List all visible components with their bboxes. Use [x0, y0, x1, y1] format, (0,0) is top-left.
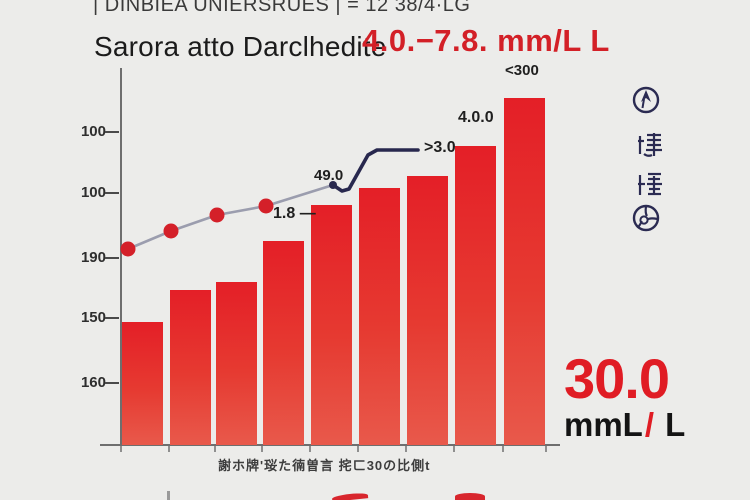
header-topline: | DINBIEA UNIERSRUES | = 12 38/4·LG	[93, 0, 471, 16]
big-value-unit: mmL/ L	[564, 408, 685, 441]
x-tick	[453, 446, 455, 452]
x-tick	[405, 446, 407, 452]
bar-4	[263, 241, 304, 445]
chart-annotation: 1.8 —	[273, 205, 316, 222]
chart-annotation: 49.0	[314, 167, 344, 184]
dense-glyph-icon-1	[638, 133, 662, 157]
circle-nib-icon	[632, 86, 660, 114]
line-data-dot	[120, 241, 136, 257]
y-tick-label: 160	[80, 374, 106, 391]
x-tick	[214, 446, 216, 452]
unit-prefix: mmL	[564, 406, 643, 443]
y-tick	[105, 317, 119, 319]
line-data-dot	[163, 223, 179, 239]
y-tick-label: 150	[80, 309, 106, 326]
chart-annotation: 4.0.0	[458, 109, 494, 126]
circle-spokes-icon	[632, 204, 660, 232]
unit-suffix: L	[656, 406, 686, 443]
x-axis-caption: 謝ホ牌'珱た㣮曽言 挓ㄈ30の比側t	[218, 458, 431, 473]
chart-annotation: <300	[505, 62, 539, 79]
big-value: 30.0	[564, 347, 670, 410]
bar-2	[170, 290, 211, 445]
bar-9	[504, 98, 545, 445]
y-tick-label: 100	[80, 123, 106, 140]
y-tick-label: 190	[80, 249, 106, 266]
line-data-dot	[209, 207, 225, 223]
x-tick	[502, 446, 504, 452]
x-tick	[261, 446, 263, 452]
y-tick	[105, 131, 119, 133]
bar-7	[407, 176, 448, 445]
bar-3	[216, 282, 257, 445]
unit-slash: /	[644, 406, 655, 443]
cutoff-red-fragment-1	[331, 492, 369, 500]
bar-5	[311, 205, 352, 445]
bar-6	[359, 188, 400, 445]
page-title: Sarora atto Darclhedite	[94, 31, 387, 62]
cutoff-gray-fragment	[167, 491, 170, 500]
cutoff-red-fragment-2	[455, 493, 485, 500]
range-value: 4.0.−7.8. mm/L L	[362, 23, 610, 58]
bar-1	[122, 322, 163, 445]
y-tick	[105, 192, 119, 194]
line-data-dot	[258, 198, 274, 214]
dense-glyph-icon-2	[638, 172, 662, 196]
y-axis-line	[120, 68, 122, 445]
x-tick	[120, 446, 122, 452]
x-tick	[357, 446, 359, 452]
x-tick	[309, 446, 311, 452]
x-tick	[545, 446, 547, 452]
x-tick	[168, 446, 170, 452]
bar-8	[455, 146, 496, 445]
x-axis-line	[100, 444, 560, 446]
y-tick	[105, 257, 119, 259]
y-tick	[105, 382, 119, 384]
y-tick-label: 100	[80, 184, 106, 201]
chart-annotation: >3.0	[424, 139, 456, 156]
